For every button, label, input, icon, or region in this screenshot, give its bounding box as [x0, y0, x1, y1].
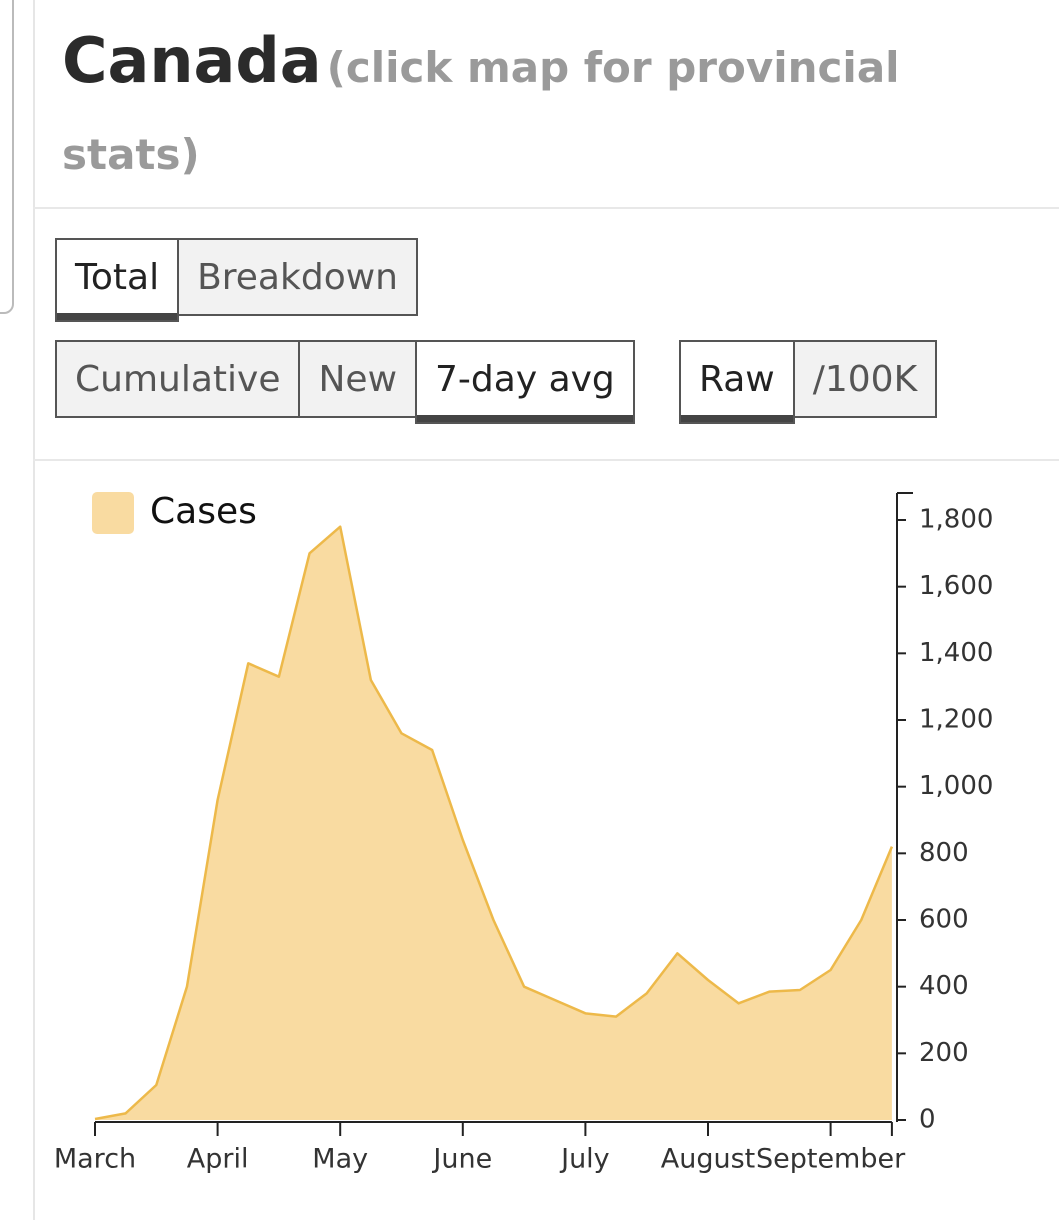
button[interactable]: Total [55, 238, 180, 322]
view-toggle: Total Breakdown [55, 238, 418, 322]
legend-swatch [92, 492, 134, 534]
area-line [94, 525, 894, 1121]
y-tick-label: 400 [919, 971, 969, 1001]
button[interactable]: 7-day avg [415, 340, 635, 424]
y-tick-label: 1,800 [919, 505, 993, 535]
y-tick-label: 1,000 [919, 771, 993, 801]
y-tick-label: 1,200 [919, 705, 993, 735]
button[interactable]: Raw [679, 340, 795, 424]
legend-label: Cases [150, 491, 257, 532]
x-tick-label: June [431, 1144, 492, 1175]
x-tick-label: April [187, 1144, 249, 1175]
divider [33, 459, 1059, 461]
measure-toggle: Cumulative New 7-day avg [55, 340, 635, 424]
divider [33, 207, 1059, 209]
y-tick-label: 800 [919, 838, 969, 868]
y-tick-label: 200 [919, 1038, 969, 1068]
y-tick-label: 1,400 [919, 638, 993, 668]
y-tick-label: 1,600 [919, 571, 993, 601]
button[interactable]: Breakdown [177, 238, 418, 316]
side-panel-edge [0, 0, 14, 314]
button[interactable]: New [298, 340, 418, 418]
x-tick-label: March [54, 1144, 136, 1175]
card [33, 0, 1059, 1220]
x-tick-label: September [756, 1144, 906, 1175]
title: Canada [62, 24, 322, 97]
chart: 0 200 400 600 800 1,000 1,200 1,400 1,600 1,800 Ma… [54, 491, 994, 1175]
subtitle: (click map for provincial stats) [62, 43, 900, 179]
x-tick-label: May [312, 1144, 368, 1175]
x-tick-label: August [661, 1144, 756, 1175]
area [95, 526, 892, 1120]
button[interactable]: /100K [792, 340, 938, 418]
y-tick-label: 0 [919, 1105, 936, 1135]
y-tick-label: 600 [919, 905, 969, 935]
header: Canada (click map for provincial stats) [62, 22, 962, 203]
x-tick-label: July [559, 1144, 610, 1175]
button[interactable]: Cumulative [55, 340, 301, 418]
scale-toggle: Raw /100K [679, 340, 938, 424]
